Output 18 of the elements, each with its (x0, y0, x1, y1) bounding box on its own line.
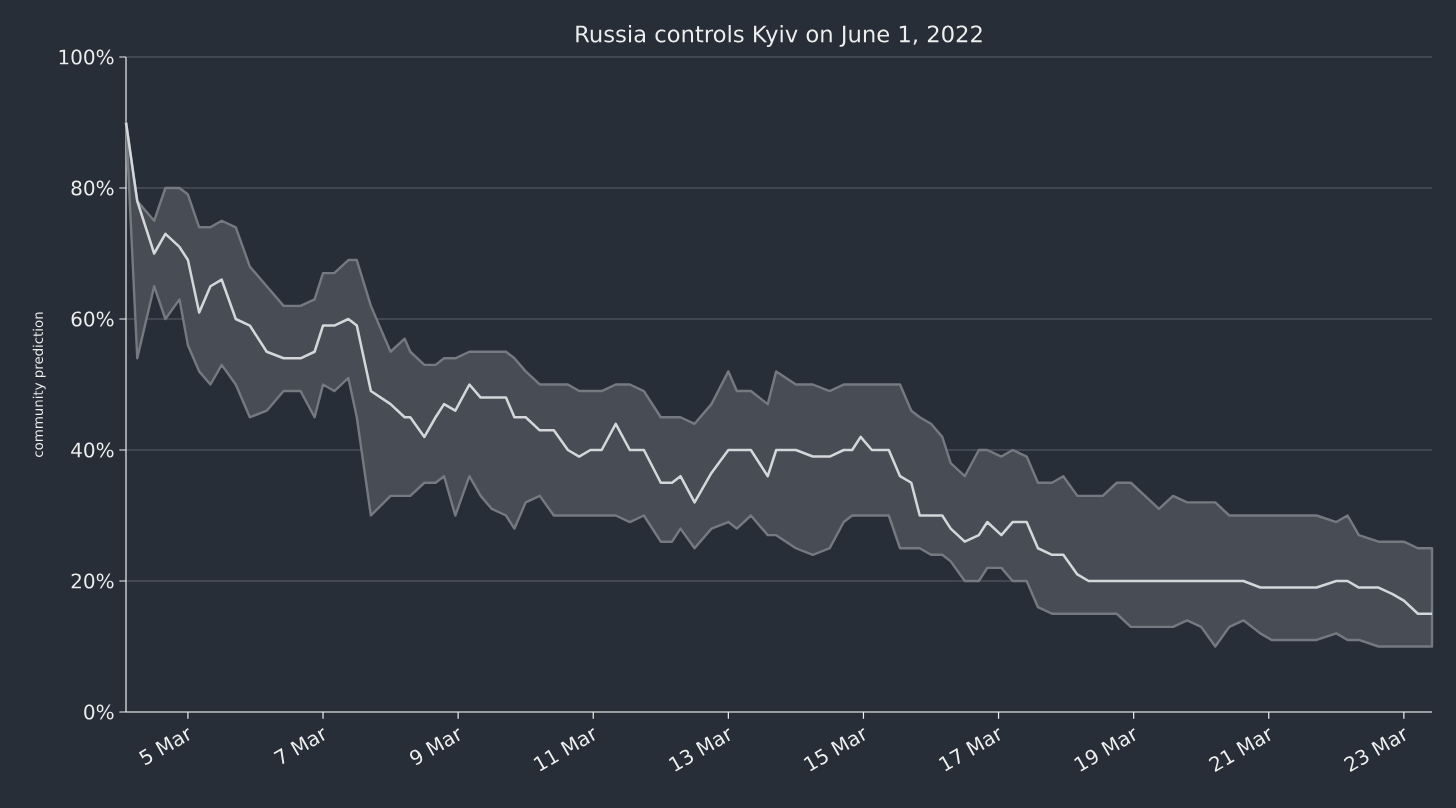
x-tick-label: 17 Mar (938, 728, 1001, 772)
y-tick-label: 0% (84, 704, 114, 720)
y-tick-label: 40% (71, 442, 114, 458)
x-tick-label: 7 Mar (273, 728, 325, 765)
x-tick-label: 9 Mar (409, 728, 460, 766)
x-tick-label: 13 Mar (668, 728, 731, 772)
y-tick-label: 100% (59, 49, 114, 65)
x-tick-label: 11 Mar (533, 728, 595, 772)
x-tick-label: 23 Mar (1343, 728, 1406, 772)
x-tick-label: 21 Mar (1208, 728, 1271, 772)
x-tick-label: 19 Mar (1074, 728, 1136, 772)
y-tick-label: 20% (71, 573, 114, 589)
x-tick-label: 15 Mar (803, 728, 866, 772)
y-axis-title: community prediction (32, 312, 46, 457)
y-tick-label: 80% (71, 180, 114, 196)
chart-title: Russia controls Kyiv on June 1, 2022 (576, 25, 982, 47)
y-tick-label: 60% (71, 311, 114, 327)
x-tick-label: 5 Mar (138, 728, 190, 766)
